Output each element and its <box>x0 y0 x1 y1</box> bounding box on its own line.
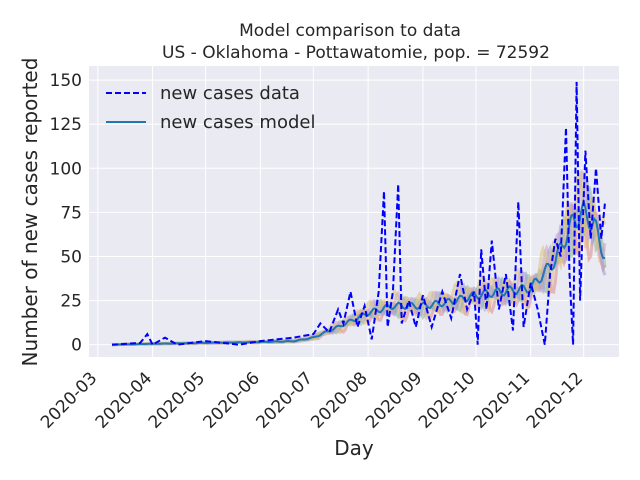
chart-title-line1: Model comparison to data <box>239 21 461 41</box>
x-tick-label: 2020-06 <box>200 368 264 432</box>
legend-label-model: new cases model <box>160 112 315 133</box>
x-tick-labels: 2020-032020-042020-052020-062020-072020-… <box>37 368 587 432</box>
x-axis-label: Day <box>334 436 374 460</box>
legend: new cases data new cases model <box>106 83 315 133</box>
x-tick-label: 2020-10 <box>415 368 479 432</box>
y-tick-label: 150 <box>50 71 82 91</box>
x-tick-label: 2020-08 <box>307 368 371 432</box>
x-tick-label: 2020-12 <box>523 368 587 432</box>
y-tick-label: 25 <box>60 292 82 312</box>
x-tick-label: 2020-11 <box>470 368 534 432</box>
y-tick-label: 75 <box>60 203 82 223</box>
x-tick-label: 2020-03 <box>37 368 101 432</box>
y-tick-label: 50 <box>60 247 82 267</box>
series-line-new-cases-data <box>111 81 606 347</box>
chart-title-line2: US - Oklahoma - Pottawatomie, pop. = 725… <box>162 43 550 63</box>
legend-label-data: new cases data <box>160 83 300 104</box>
y-tick-labels: 0 25 50 75 100 125 150 <box>50 71 82 356</box>
x-tick-label: 2020-07 <box>253 368 317 432</box>
y-axis-label: Number of new cases reported <box>18 58 42 367</box>
y-tick-label: 0 <box>71 336 82 356</box>
series-layer <box>111 81 606 347</box>
y-tick-label: 125 <box>50 115 82 135</box>
y-tick-label: 100 <box>50 159 82 179</box>
x-tick-label: 2020-04 <box>92 368 156 432</box>
x-tick-label: 2020-05 <box>145 368 209 432</box>
x-tick-label: 2020-09 <box>362 368 426 432</box>
